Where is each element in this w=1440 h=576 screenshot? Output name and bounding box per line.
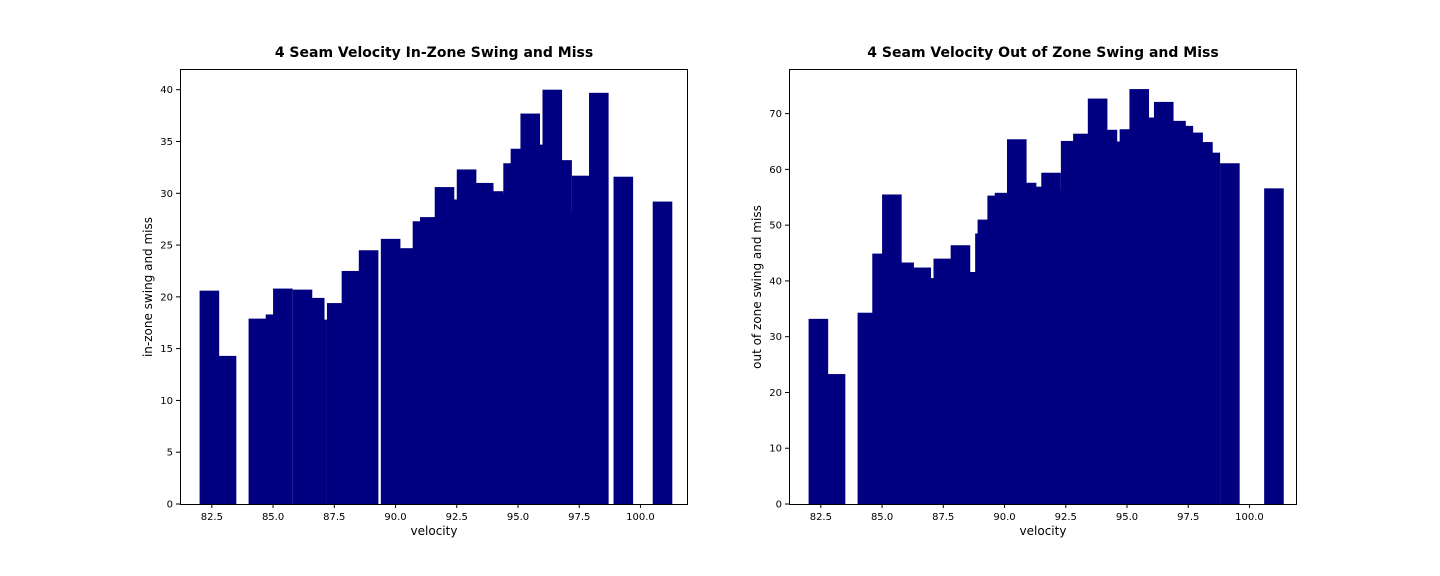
y-tick-label: 25 — [160, 241, 173, 252]
bar-group — [808, 89, 1284, 505]
x-axis-label: velocity — [411, 524, 458, 538]
x-axis-label: velocity — [1020, 524, 1067, 538]
chart-title: 4 Seam Velocity In-Zone Swing and Miss — [275, 45, 593, 61]
bar — [613, 176, 634, 504]
bar — [307, 319, 327, 504]
bar — [1024, 186, 1044, 505]
bar — [456, 169, 477, 504]
axes-frame — [789, 69, 1297, 505]
x-tick-label: 90.0 — [993, 512, 1015, 523]
y-tick-label: 10 — [160, 396, 173, 407]
y-tick-label: 20 — [769, 388, 782, 399]
bar-group — [199, 89, 673, 505]
y-tick-label: 30 — [160, 189, 173, 200]
x-tick-label: 85.0 — [871, 512, 893, 523]
x-tick-label: 85.0 — [262, 512, 284, 523]
y-tick-label: 35 — [160, 137, 173, 148]
x-tick-label: 92.5 — [446, 512, 468, 523]
y-tick-label: 0 — [776, 500, 782, 511]
bar — [273, 288, 293, 504]
x-tick-label: 95.0 — [1116, 512, 1138, 523]
y-axis-ticks: 0 10 20 30 40 50 60 70 — [769, 109, 789, 511]
y-tick-label: 40 — [160, 85, 173, 96]
bar — [808, 318, 829, 504]
axes-frame — [180, 69, 688, 505]
bar — [950, 245, 971, 505]
y-axis-label: in-zone swing and miss — [141, 217, 155, 357]
x-tick-label: 82.5 — [810, 512, 832, 523]
y-tick-label: 70 — [769, 109, 782, 120]
y-tick-label: 0 — [167, 500, 173, 511]
y-tick-label: 60 — [769, 165, 782, 176]
bar — [571, 175, 592, 504]
bar — [341, 270, 362, 504]
x-axis-ticks: 82.5 85.0 87.5 90.0 92.5 95.0 97.5 100.0 — [201, 504, 655, 523]
x-tick-label: 97.5 — [568, 512, 590, 523]
bar — [652, 201, 673, 504]
y-axis-label: out of zone swing and miss — [750, 205, 764, 369]
y-axis-ticks: 0 5 10 15 20 25 30 35 40 — [160, 85, 180, 511]
x-tick-label: 87.5 — [323, 512, 345, 523]
bar — [358, 250, 379, 504]
y-tick-label: 50 — [769, 221, 782, 232]
chart-title: 4 Seam Velocity Out of Zone Swing and Mi… — [867, 45, 1218, 61]
y-tick-label: 40 — [769, 276, 782, 287]
bar — [589, 92, 609, 504]
y-tick-label: 30 — [769, 332, 782, 343]
y-tick-label: 15 — [160, 344, 173, 355]
x-tick-label: 87.5 — [932, 512, 954, 523]
chart-panel-out-of-zone: 4 Seam Velocity Out of Zone Swing and Mi… — [750, 45, 1297, 538]
bar — [825, 374, 846, 504]
chart-panel-in-zone: 4 Seam Velocity In-Zone Swing and Miss 8… — [141, 45, 688, 538]
bar — [442, 199, 462, 504]
x-tick-label: 95.0 — [507, 512, 529, 523]
bar — [1220, 163, 1240, 504]
x-tick-label: 97.5 — [1177, 512, 1199, 523]
bar — [1200, 152, 1221, 504]
x-axis-ticks: 82.5 85.0 87.5 90.0 92.5 95.0 97.5 100.0 — [810, 504, 1264, 523]
x-tick-label: 100.0 — [1235, 512, 1264, 523]
y-tick-label: 5 — [167, 448, 173, 459]
x-tick-label: 90.0 — [384, 512, 406, 523]
x-tick-label: 100.0 — [626, 512, 655, 523]
bar — [1264, 188, 1284, 504]
bar — [933, 258, 954, 504]
bar — [199, 290, 220, 504]
x-tick-label: 82.5 — [201, 512, 223, 523]
bar — [216, 355, 237, 504]
y-tick-label: 10 — [769, 444, 782, 455]
x-tick-label: 92.5 — [1055, 512, 1077, 523]
y-tick-label: 20 — [160, 292, 173, 303]
